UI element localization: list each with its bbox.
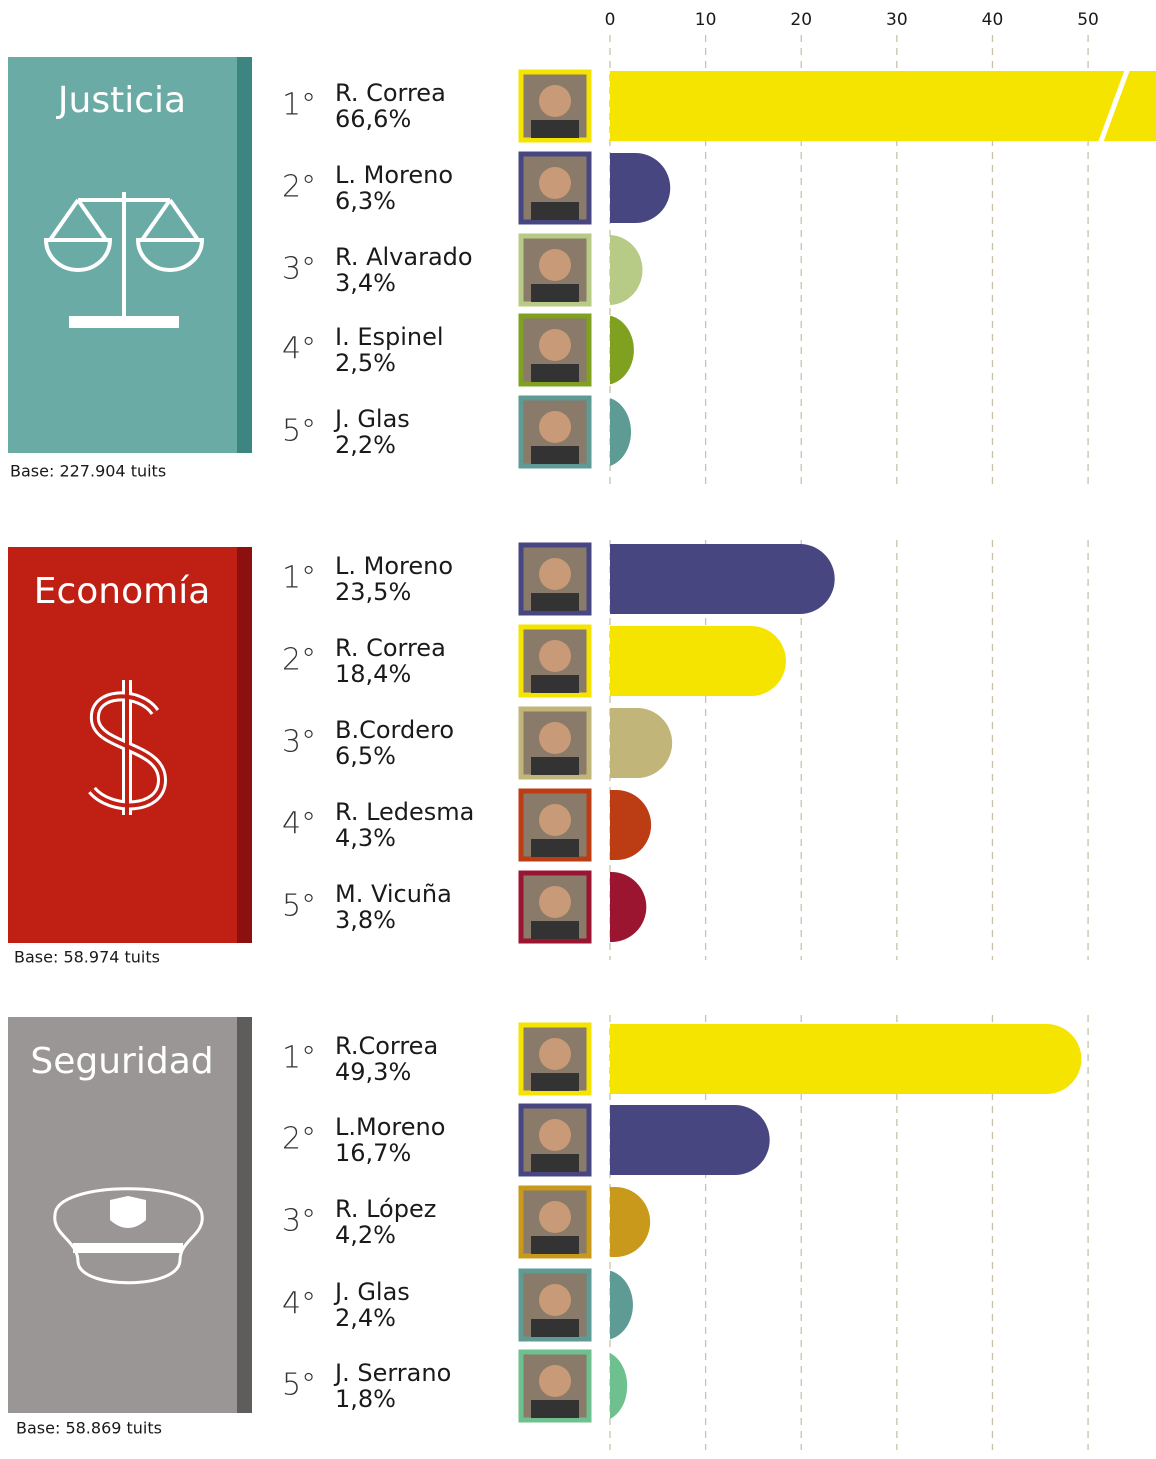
candidate-name: R. Correa (335, 634, 446, 662)
value-label: 6,5% (335, 742, 396, 770)
photo-body (531, 1073, 579, 1091)
photo-body (531, 120, 579, 138)
photo-body (531, 1400, 579, 1418)
photo-body (531, 1319, 579, 1337)
rank: 3° (282, 725, 316, 760)
value-label: 18,4% (335, 660, 411, 688)
photo-face (539, 1038, 571, 1070)
rank: 4° (282, 1287, 316, 1322)
candidate-name: J. Serrano (333, 1359, 451, 1387)
rank: 4° (282, 332, 316, 367)
photo-face (539, 329, 571, 361)
candidate-name: L. Moreno (335, 161, 453, 189)
candidate-name: J. Glas (333, 1278, 410, 1306)
panel-title: Seguridad (30, 1041, 213, 1082)
bar (575, 1105, 770, 1175)
candidate-name: R.Correa (335, 1032, 438, 1060)
candidate-name: I. Espinel (335, 323, 444, 351)
bars (575, 544, 835, 942)
candidate-name: L.Moreno (335, 1113, 445, 1141)
bar (575, 71, 1156, 141)
bar (575, 544, 835, 614)
photo-body (531, 446, 579, 464)
rank: 3° (282, 1204, 316, 1239)
value-label: 3,4% (335, 269, 396, 297)
panel-title: Justicia (56, 80, 186, 121)
rank: 2° (282, 643, 316, 678)
photo-face (539, 886, 571, 918)
panel-title: Economía (34, 571, 211, 612)
photo-face (539, 1119, 571, 1151)
rank: 4° (282, 807, 316, 842)
photo-face (539, 640, 571, 672)
photo-face (539, 722, 571, 754)
candidate-name: J. Glas (333, 405, 410, 433)
value-label: 6,3% (335, 187, 396, 215)
photo-body (531, 1154, 579, 1172)
value-label: 49,3% (335, 1058, 411, 1086)
photo-face (539, 167, 571, 199)
candidate-name: R. Correa (335, 79, 446, 107)
photo-body (531, 364, 579, 382)
candidate-name: B.Cordero (335, 716, 454, 744)
photo-body (531, 839, 579, 857)
value-label: 3,8% (335, 906, 396, 934)
photo-body (531, 202, 579, 220)
rank: 1° (282, 1041, 316, 1076)
x-tick-label: 30 (886, 10, 908, 30)
infographic: Justicia Base: 227.904 tuits 0 10 20 30 40 50 1°… (0, 0, 1156, 1455)
candidate-name: L. Moreno (335, 552, 453, 580)
rank: 2° (282, 170, 316, 205)
base-note: Base: 227.904 tuits (10, 462, 166, 481)
x-tick-label: 10 (695, 10, 717, 30)
rank: 1° (282, 88, 316, 123)
candidate-name: R. Alvarado (335, 243, 473, 271)
photo-face (539, 1284, 571, 1316)
value-label: 2,5% (335, 349, 396, 377)
value-label: 66,6% (335, 105, 411, 133)
photo-body (531, 921, 579, 939)
rank: 5° (282, 889, 316, 924)
photo-face (539, 804, 571, 836)
photo-body (531, 593, 579, 611)
x-tick-label: 40 (982, 10, 1004, 30)
bar (575, 1024, 1081, 1094)
rank: 5° (282, 414, 316, 449)
x-tick-label: 50 (1077, 10, 1099, 30)
bars (575, 68, 1156, 467)
photo-face (539, 1201, 571, 1233)
photo-body (531, 675, 579, 693)
photo-body (531, 284, 579, 302)
candidate-name: R. Ledesma (335, 798, 474, 826)
value-label: 2,2% (335, 431, 396, 459)
photo-face (539, 85, 571, 117)
x-tick-label: 20 (790, 10, 812, 30)
photo-face (539, 558, 571, 590)
rank: 5° (282, 1368, 316, 1403)
x-tick-label: 0 (605, 10, 616, 30)
base-note: Base: 58.974 tuits (14, 948, 160, 967)
candidate-name: M. Vicuña (335, 880, 452, 908)
photo-body (531, 757, 579, 775)
photo-face (539, 249, 571, 281)
value-label: 1,8% (335, 1385, 396, 1413)
photo-body (531, 1236, 579, 1254)
value-label: 4,2% (335, 1221, 396, 1249)
candidate-name: R. López (335, 1195, 436, 1223)
photo-face (539, 1365, 571, 1397)
value-label: 16,7% (335, 1139, 411, 1167)
value-label: 4,3% (335, 824, 396, 852)
rank: 2° (282, 1122, 316, 1157)
rank: 1° (282, 561, 316, 596)
photo-face (539, 411, 571, 443)
bars (575, 1024, 1081, 1421)
bar (575, 626, 786, 696)
value-label: 2,4% (335, 1304, 396, 1332)
rank: 3° (282, 252, 316, 287)
value-label: 23,5% (335, 578, 411, 606)
base-note: Base: 58.869 tuits (16, 1419, 162, 1438)
